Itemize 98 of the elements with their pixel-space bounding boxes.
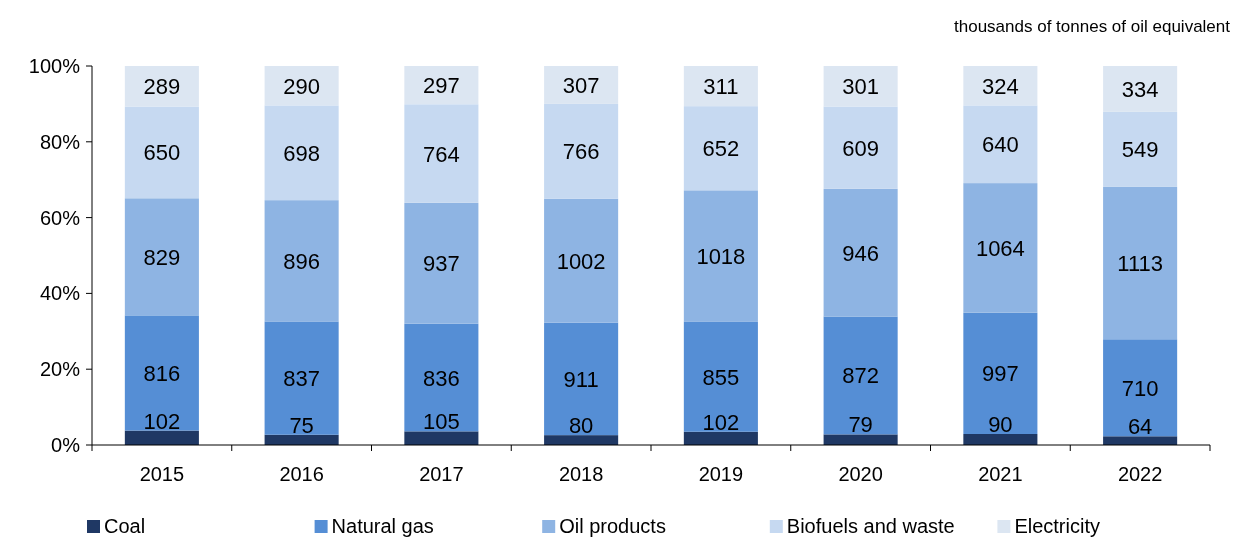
annotation: 1002 bbox=[556, 248, 606, 274]
bar bbox=[264, 200, 339, 322]
annotation: 102 bbox=[143, 408, 181, 434]
x-tick-label: 2020 bbox=[838, 463, 883, 485]
bar bbox=[963, 105, 1038, 184]
bar bbox=[124, 106, 199, 199]
annotation: 937 bbox=[423, 251, 460, 277]
annotation: 997 bbox=[982, 361, 1019, 387]
annotation: 301 bbox=[842, 74, 879, 100]
annotation: 698 bbox=[283, 140, 320, 166]
annotation: 609 bbox=[842, 135, 879, 161]
bar bbox=[124, 430, 199, 445]
annotation: 75 bbox=[289, 412, 314, 438]
bar bbox=[963, 312, 1038, 435]
annotation: 307 bbox=[562, 72, 600, 98]
y-tick-label: 100% bbox=[28, 55, 81, 77]
annotation: 766 bbox=[562, 139, 600, 165]
bar bbox=[544, 322, 619, 436]
x-tick-label: 2017 bbox=[419, 463, 464, 485]
x-tick-label: 2015 bbox=[139, 463, 185, 485]
annotation: 80 bbox=[568, 413, 594, 439]
y-tick-label: 0% bbox=[51, 434, 81, 456]
bar bbox=[683, 66, 758, 107]
bar bbox=[1103, 111, 1178, 187]
annotation: 946 bbox=[842, 240, 879, 266]
legend-label: Electricity bbox=[1014, 515, 1100, 537]
y-tick-label: 20% bbox=[39, 358, 81, 381]
y-tick-label: 40% bbox=[39, 282, 81, 305]
bar bbox=[404, 323, 479, 432]
annotation: 829 bbox=[143, 244, 181, 270]
annotation: 855 bbox=[702, 364, 740, 390]
annotation: 549 bbox=[1121, 137, 1159, 163]
bar bbox=[1103, 436, 1178, 445]
bar bbox=[544, 103, 619, 199]
bar bbox=[544, 66, 619, 104]
annotation: 650 bbox=[143, 140, 181, 166]
annotation: 764 bbox=[423, 141, 460, 167]
bar bbox=[823, 66, 898, 107]
bar bbox=[963, 434, 1038, 445]
bar bbox=[683, 190, 758, 322]
bar bbox=[264, 321, 339, 435]
annotation: 896 bbox=[283, 248, 320, 274]
annotation: 652 bbox=[702, 136, 740, 162]
legend-label: Coal bbox=[104, 515, 146, 537]
bar bbox=[404, 66, 479, 105]
bar bbox=[1103, 339, 1178, 437]
x-tick-label: 2021 bbox=[978, 463, 1023, 485]
annotation: 297 bbox=[423, 73, 460, 99]
annotation: 816 bbox=[143, 360, 181, 386]
bar bbox=[683, 106, 758, 191]
x-tick-label: 2022 bbox=[1117, 463, 1163, 485]
annotation: 1113 bbox=[1117, 251, 1163, 277]
bar bbox=[1103, 186, 1178, 340]
bar bbox=[124, 66, 199, 107]
bar bbox=[544, 435, 619, 445]
annotation: 640 bbox=[982, 132, 1019, 158]
legend-label: Oil products bbox=[559, 515, 666, 537]
bar bbox=[124, 198, 199, 316]
annotation: 105 bbox=[423, 409, 460, 435]
annotation: 837 bbox=[283, 366, 320, 392]
bar bbox=[963, 66, 1038, 106]
bar bbox=[1103, 66, 1178, 112]
bar bbox=[544, 198, 619, 323]
x-tick-label: 2018 bbox=[558, 463, 604, 485]
bar bbox=[823, 316, 898, 435]
annotation: 872 bbox=[842, 363, 879, 389]
y-tick-label: 80% bbox=[39, 130, 81, 153]
bar bbox=[124, 315, 199, 431]
annotation: 79 bbox=[848, 412, 873, 438]
annotation: 311 bbox=[703, 74, 739, 100]
legend-label: Biofuels and waste bbox=[786, 515, 955, 537]
annotation: 710 bbox=[1121, 375, 1159, 401]
annotation: 64 bbox=[1127, 414, 1153, 440]
bar bbox=[823, 106, 898, 189]
chart-subtitle: thousands of tonnes of oil equivalent bbox=[954, 17, 1231, 36]
legend-label: Natural gas bbox=[331, 515, 434, 537]
annotation: 911 bbox=[563, 366, 599, 392]
annotation: 90 bbox=[988, 412, 1013, 438]
annotation: 1018 bbox=[696, 243, 746, 269]
annotation: 324 bbox=[982, 73, 1019, 99]
x-tick-label: 2019 bbox=[698, 463, 744, 485]
bar bbox=[823, 188, 898, 317]
bar bbox=[683, 321, 758, 432]
bar bbox=[683, 431, 758, 445]
bar bbox=[404, 104, 479, 203]
annotation: 289 bbox=[143, 74, 181, 100]
annotation: 334 bbox=[1121, 76, 1159, 102]
bar bbox=[404, 202, 479, 324]
bar bbox=[264, 105, 339, 201]
bar bbox=[823, 434, 898, 445]
annotation: 290 bbox=[283, 73, 320, 99]
y-tick-label: 60% bbox=[39, 206, 81, 229]
annotation: 102 bbox=[702, 409, 740, 435]
x-tick-label: 2016 bbox=[279, 463, 324, 485]
annotation: 836 bbox=[423, 365, 460, 391]
bar bbox=[404, 431, 479, 445]
bar bbox=[963, 183, 1038, 313]
annotation: 1064 bbox=[975, 235, 1025, 261]
